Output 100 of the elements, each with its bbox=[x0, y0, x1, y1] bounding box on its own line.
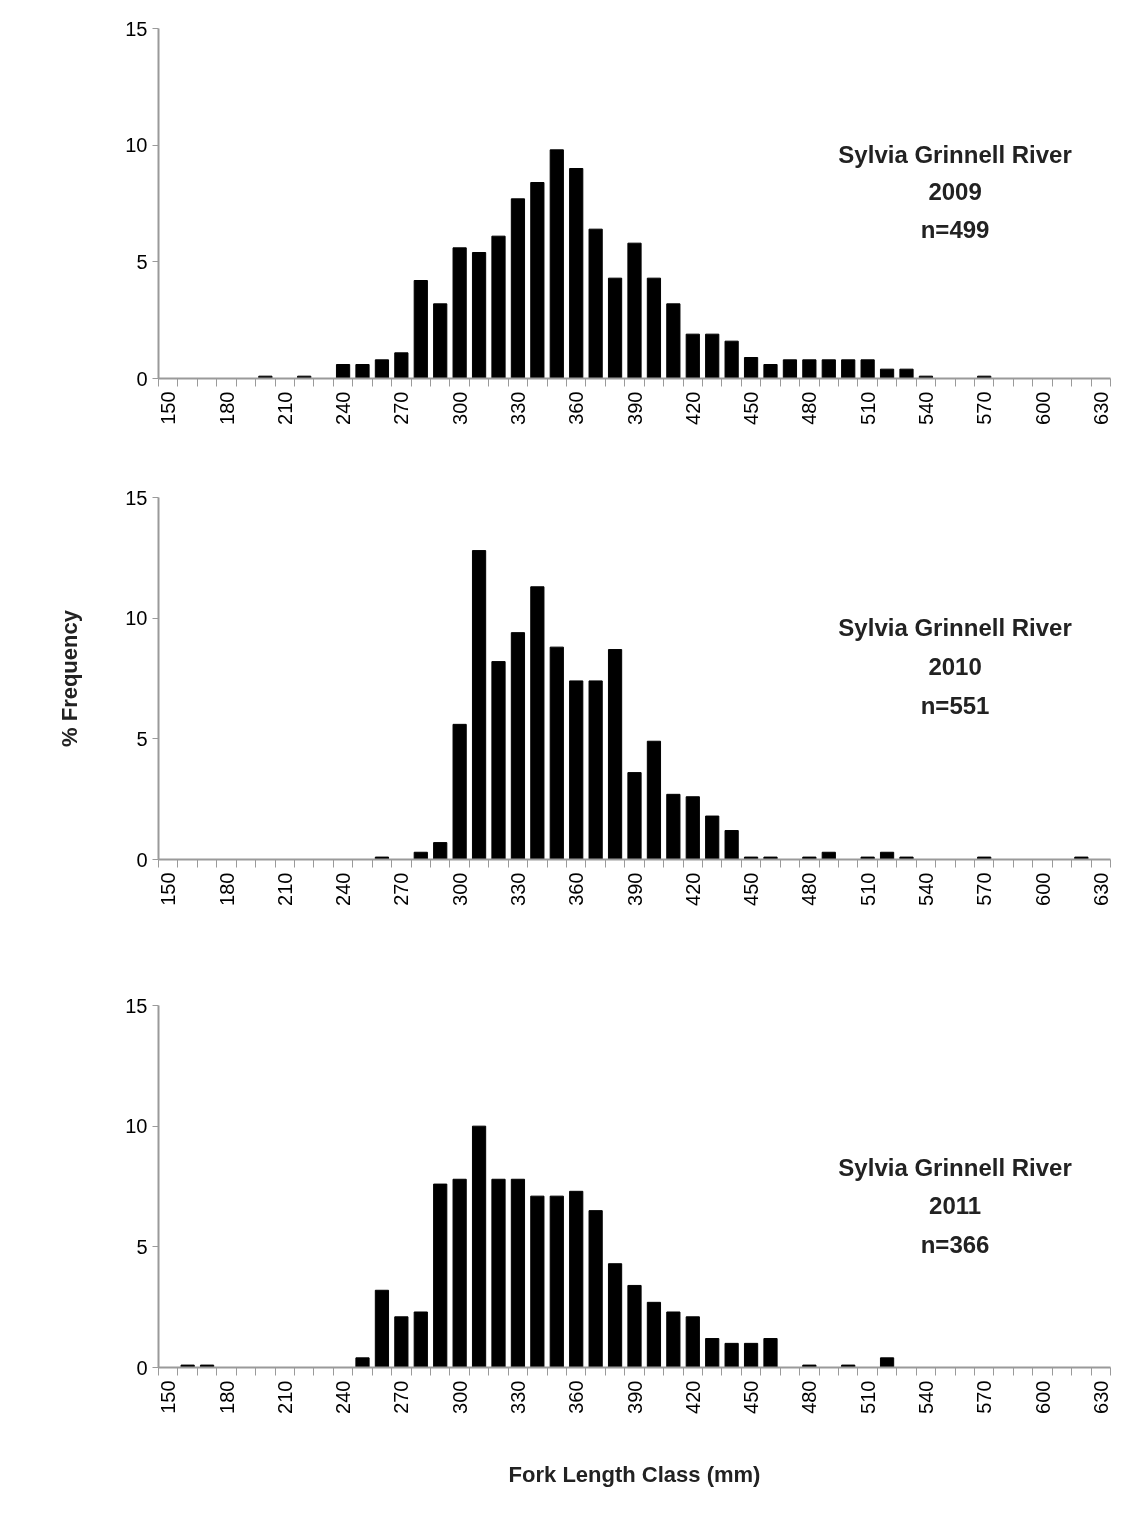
x-tick-label: 180 bbox=[215, 391, 238, 425]
x-tick-label: 240 bbox=[332, 1380, 355, 1414]
x-tick-label: 600 bbox=[1031, 872, 1054, 906]
bar bbox=[510, 632, 526, 860]
x-axis-title: Fork Length Class (mm) bbox=[508, 1461, 761, 1487]
y-tick-label: 0 bbox=[136, 367, 148, 390]
x-tick-label: 360 bbox=[565, 1380, 588, 1414]
bar bbox=[724, 340, 739, 379]
x-tick-label: 510 bbox=[856, 872, 879, 906]
annotation: Sylvia Grinnell River bbox=[838, 614, 1072, 642]
bar bbox=[763, 364, 778, 379]
bar bbox=[588, 680, 603, 860]
x-tick-label: 420 bbox=[681, 391, 704, 425]
bar bbox=[607, 277, 623, 379]
x-tick-label: 420 bbox=[681, 872, 704, 906]
x-tick-label: 450 bbox=[740, 872, 763, 906]
annotation: 2011 bbox=[929, 1192, 982, 1220]
x-tick-label: 390 bbox=[623, 391, 646, 425]
x-tick-label: 480 bbox=[798, 391, 821, 425]
y-tick-label: 10 bbox=[125, 607, 148, 630]
x-tick-label: 300 bbox=[448, 1380, 471, 1414]
x-tick-label: 420 bbox=[681, 1380, 704, 1414]
bar bbox=[899, 856, 914, 860]
bar bbox=[549, 646, 564, 860]
bar bbox=[199, 1364, 215, 1368]
bar bbox=[471, 252, 487, 379]
bar bbox=[802, 856, 817, 860]
bar bbox=[685, 333, 700, 379]
bar bbox=[977, 856, 992, 860]
bar bbox=[491, 235, 506, 379]
bar bbox=[743, 1342, 759, 1368]
bar bbox=[685, 796, 700, 860]
x-tick-label: 510 bbox=[856, 391, 879, 425]
x-tick-label: 300 bbox=[448, 391, 471, 425]
bar bbox=[821, 359, 836, 379]
x-tick-label: 570 bbox=[973, 391, 996, 425]
bar bbox=[530, 586, 545, 860]
bar bbox=[530, 1195, 545, 1368]
bar bbox=[471, 550, 487, 860]
x-tick-label: 210 bbox=[273, 872, 296, 906]
y-tick-label: 15 bbox=[125, 994, 148, 1017]
bar bbox=[394, 1316, 409, 1368]
bar bbox=[821, 851, 836, 860]
bar bbox=[510, 1178, 526, 1368]
bar bbox=[646, 1301, 662, 1368]
bar bbox=[413, 851, 428, 860]
bar bbox=[588, 1210, 603, 1368]
x-tick-label: 150 bbox=[157, 872, 180, 906]
bar bbox=[705, 815, 720, 860]
bar bbox=[452, 723, 467, 860]
x-tick-label: 390 bbox=[623, 1380, 646, 1414]
bar bbox=[685, 1316, 700, 1368]
x-tick-label: 570 bbox=[973, 872, 996, 906]
bar bbox=[841, 1364, 856, 1368]
bar bbox=[646, 740, 662, 860]
bar bbox=[374, 856, 390, 860]
y-tick-label: 15 bbox=[125, 486, 148, 509]
x-tick-label: 480 bbox=[798, 1380, 821, 1414]
bar bbox=[724, 830, 739, 860]
bar bbox=[510, 198, 526, 379]
annotation: 2010 bbox=[928, 653, 982, 681]
bar bbox=[433, 303, 448, 379]
bar bbox=[879, 1357, 895, 1368]
x-tick-label: 600 bbox=[1031, 1380, 1054, 1414]
x-tick-label: 630 bbox=[1089, 391, 1112, 425]
bar bbox=[452, 247, 467, 379]
x-tick-label: 180 bbox=[215, 1380, 238, 1414]
bar bbox=[666, 1311, 681, 1368]
bar bbox=[879, 851, 895, 860]
bar bbox=[860, 856, 875, 860]
x-tick-label: 450 bbox=[740, 391, 763, 425]
bar bbox=[879, 368, 895, 379]
x-tick-label: 180 bbox=[215, 872, 238, 906]
bar bbox=[627, 242, 642, 379]
bar bbox=[666, 793, 681, 860]
y-tick-label: 5 bbox=[136, 250, 148, 273]
bar bbox=[763, 1338, 778, 1368]
bar bbox=[569, 680, 584, 860]
x-tick-label: 300 bbox=[448, 872, 471, 906]
bar bbox=[471, 1125, 487, 1368]
x-tick-label: 570 bbox=[973, 1380, 996, 1414]
y-tick-label: 10 bbox=[125, 134, 148, 157]
bar bbox=[588, 228, 603, 379]
bar bbox=[1074, 856, 1089, 860]
bar bbox=[491, 1178, 506, 1368]
bar bbox=[607, 649, 623, 860]
x-tick-label: 450 bbox=[740, 1380, 763, 1414]
bar bbox=[374, 1289, 390, 1368]
x-tick-label: 540 bbox=[914, 872, 937, 906]
x-tick-label: 480 bbox=[798, 872, 821, 906]
x-tick-label: 210 bbox=[273, 1380, 296, 1414]
x-tick-label: 390 bbox=[623, 872, 646, 906]
bar bbox=[802, 359, 817, 379]
bar bbox=[627, 1284, 642, 1368]
annotation: Sylvia Grinnell River bbox=[838, 1153, 1072, 1181]
bar bbox=[763, 856, 778, 860]
annotation: 2009 bbox=[928, 178, 982, 206]
y-tick-label: 10 bbox=[125, 1115, 148, 1138]
bar bbox=[530, 182, 545, 379]
bar bbox=[433, 1183, 448, 1368]
